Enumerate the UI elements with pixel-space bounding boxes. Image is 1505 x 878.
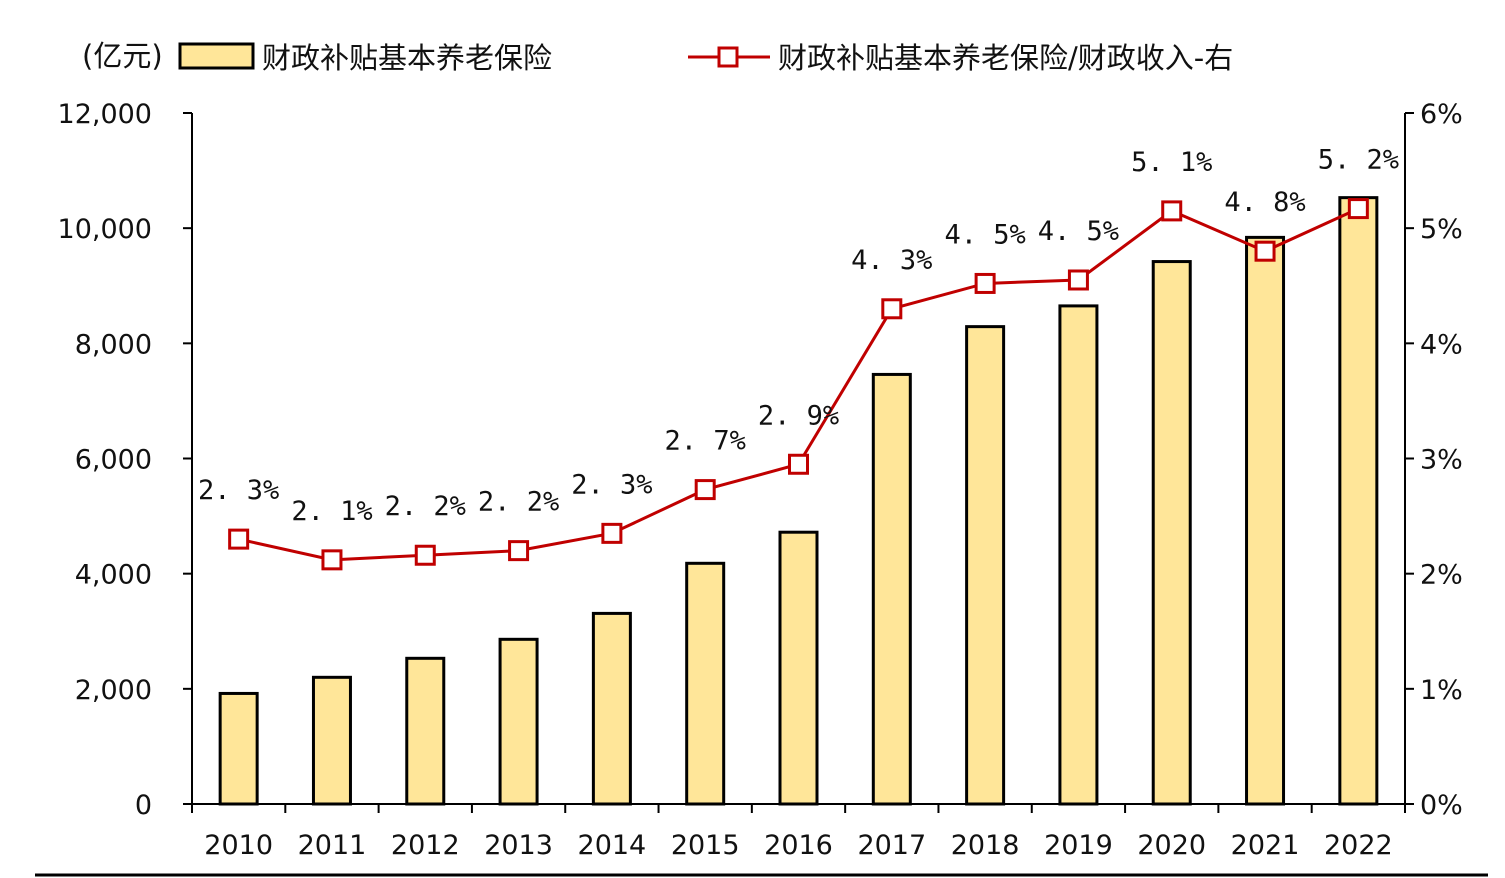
unit-label: (亿元) <box>82 39 163 73</box>
line-point <box>228 528 250 550</box>
data-label: 4. 8% <box>1224 187 1305 218</box>
x-tick-label: 2018 <box>951 830 1020 861</box>
bar <box>1058 304 1099 806</box>
x-tick-label: 2022 <box>1324 830 1393 861</box>
bar <box>498 637 539 806</box>
bar <box>1245 235 1286 806</box>
data-label: 4. 5% <box>1038 216 1119 247</box>
x-tick-label: 2020 <box>1137 830 1206 861</box>
y-left-tick-label: 2,000 <box>75 675 152 706</box>
bar-series <box>218 196 1379 806</box>
bar <box>1338 196 1379 806</box>
data-label: 4. 3% <box>851 245 932 276</box>
line-point <box>1067 269 1089 291</box>
line-point <box>694 479 716 501</box>
line-point <box>414 544 436 566</box>
x-tick-label: 2017 <box>857 830 926 861</box>
data-label: 5. 1% <box>1131 147 1212 178</box>
x-tick-label: 2014 <box>578 830 647 861</box>
x-tick-label: 2010 <box>204 830 273 861</box>
bar <box>685 561 726 806</box>
line-point <box>881 298 903 320</box>
bar <box>218 691 259 806</box>
data-label: 5. 2% <box>1318 145 1399 176</box>
x-tick-label: 2021 <box>1231 830 1300 861</box>
x-tick-label: 2015 <box>671 830 740 861</box>
legend: (亿元) 财政补贴基本养老保险 财政补贴基本养老保险/财政收入-右 <box>82 39 1233 75</box>
bar <box>965 325 1006 806</box>
y-left-tick-label: 10,000 <box>58 214 152 245</box>
line-point <box>1161 200 1183 222</box>
legend-line-label: 财政补贴基本养老保险/财政收入-右 <box>778 41 1233 75</box>
y-right-tick-label: 6% <box>1420 99 1463 130</box>
bar <box>778 530 819 806</box>
line-point <box>321 549 343 571</box>
axes: 0 2,000 4,000 6,000 8,000 10,000 12,000 0% 1% 2% 3… <box>58 99 1463 861</box>
data-label: 2. 3% <box>198 475 279 506</box>
line-point <box>601 522 623 544</box>
y-right-tick-label: 2% <box>1420 560 1463 591</box>
x-tick-label: 2016 <box>764 830 833 861</box>
data-label: 2. 2% <box>385 491 466 522</box>
y-right-tick-label: 0% <box>1420 790 1463 821</box>
x-tick-label: 2013 <box>484 830 553 861</box>
y-left-tick-label: 4,000 <box>75 560 152 591</box>
x-tick-label: 2012 <box>391 830 460 861</box>
y-right-tick-label: 5% <box>1420 214 1463 245</box>
legend-bar-swatch <box>178 42 255 70</box>
line-point <box>508 540 530 562</box>
y-left-tick-label: 6,000 <box>75 445 152 476</box>
y-right-tick-label: 4% <box>1420 329 1463 360</box>
y-left-tick-label: 12,000 <box>58 99 152 130</box>
line-point <box>788 453 809 475</box>
data-labels: 2. 3% 2. 1% 2. 2% 2. 2% 2. 3% 2. 7% 2. 9% 4. 3%… <box>198 145 1399 527</box>
bar <box>405 656 446 806</box>
data-label: 2. 3% <box>571 469 652 500</box>
line-point <box>1254 240 1276 262</box>
legend-bar-label: 财政补贴基本养老保险 <box>262 41 552 75</box>
bar <box>1151 260 1192 806</box>
x-tick-label: 2019 <box>1044 830 1113 861</box>
bar <box>871 372 912 806</box>
data-label: 4. 5% <box>944 219 1025 250</box>
bar <box>311 675 352 806</box>
data-label: 2. 9% <box>758 400 839 431</box>
y-right-tick-label: 1% <box>1420 675 1463 706</box>
bar <box>591 611 632 806</box>
legend-line-marker <box>717 46 739 68</box>
y-left-tick-label: 0 <box>135 790 152 821</box>
x-tick-label: 2011 <box>298 830 367 861</box>
y-right-tick-label: 3% <box>1420 445 1463 476</box>
line-point <box>974 272 996 294</box>
data-label: 2. 1% <box>291 496 372 527</box>
data-label: 2. 2% <box>478 487 559 518</box>
data-label: 2. 7% <box>665 426 746 457</box>
ratio-line-series <box>228 198 1369 571</box>
y-left-tick-label: 8,000 <box>75 329 152 360</box>
line-point <box>1347 198 1369 220</box>
